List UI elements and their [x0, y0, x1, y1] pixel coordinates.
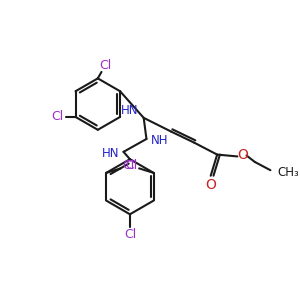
- Text: CH₃: CH₃: [278, 166, 299, 178]
- Text: Cl: Cl: [122, 159, 134, 172]
- Text: O: O: [205, 178, 216, 192]
- Text: Cl: Cl: [126, 159, 138, 172]
- Text: Cl: Cl: [124, 228, 136, 241]
- Text: Cl: Cl: [51, 110, 63, 123]
- Text: Cl: Cl: [99, 59, 111, 72]
- Text: O: O: [237, 148, 248, 162]
- Text: HN: HN: [121, 104, 139, 118]
- Text: NH: NH: [151, 134, 168, 147]
- Text: HN: HN: [102, 147, 119, 160]
